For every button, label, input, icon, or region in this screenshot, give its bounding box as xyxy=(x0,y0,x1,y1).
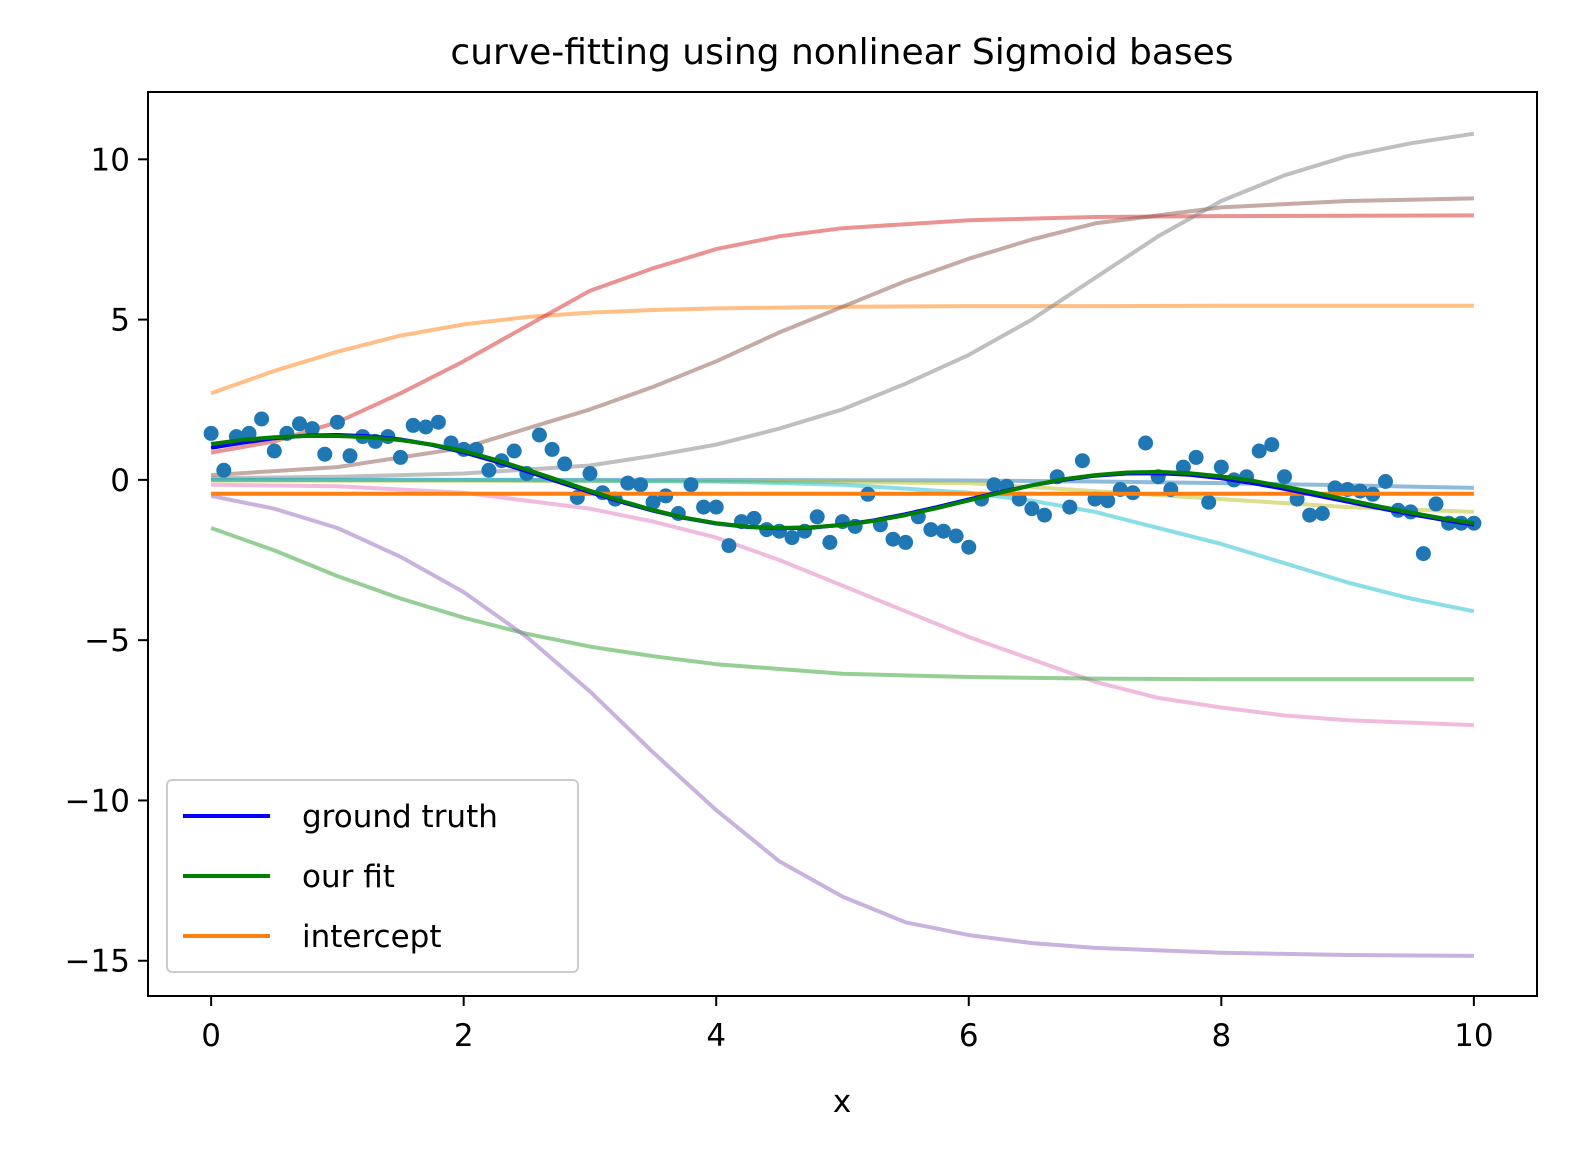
data-point xyxy=(418,419,434,435)
data-point xyxy=(961,539,977,555)
x-tick-label: 4 xyxy=(706,1018,726,1054)
y-tick-label: −10 xyxy=(65,783,130,819)
data-point xyxy=(1201,494,1217,510)
data-point xyxy=(708,499,724,515)
data-point xyxy=(1264,437,1280,453)
legend-label-intercept: intercept xyxy=(302,919,442,955)
plot-frame xyxy=(147,91,1538,997)
x-tick-label: 0 xyxy=(201,1018,221,1054)
data-point xyxy=(1415,546,1431,562)
data-point xyxy=(696,499,712,515)
data-point xyxy=(1100,493,1116,509)
data-point xyxy=(481,462,497,478)
data-point xyxy=(329,414,345,430)
data-point xyxy=(1352,483,1368,499)
y-axis-ticks: 10 5 0 −5 −10 −15 xyxy=(65,142,148,980)
data-point xyxy=(683,477,699,493)
data-point xyxy=(266,443,282,459)
data-point xyxy=(292,416,307,432)
x-tick-label: 10 xyxy=(1454,1018,1493,1054)
data-point xyxy=(633,477,648,493)
data-point xyxy=(1138,435,1154,451)
data-point xyxy=(1251,443,1267,459)
data-point xyxy=(809,509,825,525)
data-point xyxy=(1024,501,1040,517)
data-point xyxy=(342,448,358,464)
data-point xyxy=(254,411,270,427)
basis-curve-8 xyxy=(210,526,1474,682)
data-point xyxy=(1378,474,1393,489)
plot-area xyxy=(203,131,1482,958)
basis-curve-9 xyxy=(210,493,1474,958)
data-point xyxy=(203,425,219,441)
x-axis-ticks: 0 2 4 6 8 10 xyxy=(201,996,1494,1054)
data-point xyxy=(923,522,939,538)
legend: ground truth our fit intercept xyxy=(166,779,579,973)
x-tick-label: 2 xyxy=(454,1018,474,1054)
data-point xyxy=(531,427,547,443)
data-point xyxy=(557,456,573,472)
series-line-our-fit xyxy=(210,434,1475,530)
data-point xyxy=(721,538,737,554)
data-point xyxy=(216,462,232,478)
x-tick-label: 6 xyxy=(959,1018,979,1054)
data-point xyxy=(405,417,421,433)
data-point xyxy=(1314,506,1330,521)
data-point xyxy=(1213,459,1229,475)
data-point xyxy=(1428,496,1444,512)
data-point xyxy=(645,494,661,510)
y-tick-label: 5 xyxy=(110,303,130,339)
data-point xyxy=(1277,469,1292,485)
y-tick-label: −5 xyxy=(84,623,130,659)
chart-title: curve-fitting using nonlinear Sigmoid ba… xyxy=(450,32,1233,73)
data-point xyxy=(430,414,446,430)
x-tick-label: 8 xyxy=(1211,1018,1231,1054)
data-point xyxy=(746,510,762,526)
y-tick-label: 0 xyxy=(110,463,130,499)
data-point xyxy=(822,534,838,550)
data-point xyxy=(1062,499,1078,515)
data-point xyxy=(1074,453,1090,469)
data-point xyxy=(582,466,598,481)
legend-label-our-fit: our fit xyxy=(302,859,395,895)
data-point xyxy=(948,528,964,544)
y-tick-label: −15 xyxy=(65,944,130,980)
basis-curve-7 xyxy=(211,482,1474,728)
data-point xyxy=(1302,507,1318,523)
basis-curve-2 xyxy=(210,196,1474,478)
data-point xyxy=(620,475,636,491)
data-point xyxy=(784,530,800,546)
data-point xyxy=(658,488,674,504)
data-point xyxy=(885,531,901,547)
legend-box xyxy=(166,779,579,973)
data-point xyxy=(1327,480,1343,496)
data-point xyxy=(393,449,408,465)
data-point xyxy=(506,443,522,459)
data-point xyxy=(986,477,1002,493)
data-point xyxy=(936,523,951,539)
x-axis-label: x xyxy=(833,1084,851,1120)
legend-label-ground-truth: ground truth xyxy=(302,799,498,835)
basis-curve-0 xyxy=(210,303,1474,396)
data-point xyxy=(898,534,914,550)
basis-curve-6 xyxy=(211,477,1475,614)
fit-series xyxy=(210,433,1475,531)
y-tick-label: 10 xyxy=(91,142,130,178)
data-point xyxy=(544,441,560,457)
data-point xyxy=(1188,449,1204,465)
data-point xyxy=(317,446,333,462)
data-point xyxy=(304,421,320,437)
data-point xyxy=(1037,507,1052,523)
